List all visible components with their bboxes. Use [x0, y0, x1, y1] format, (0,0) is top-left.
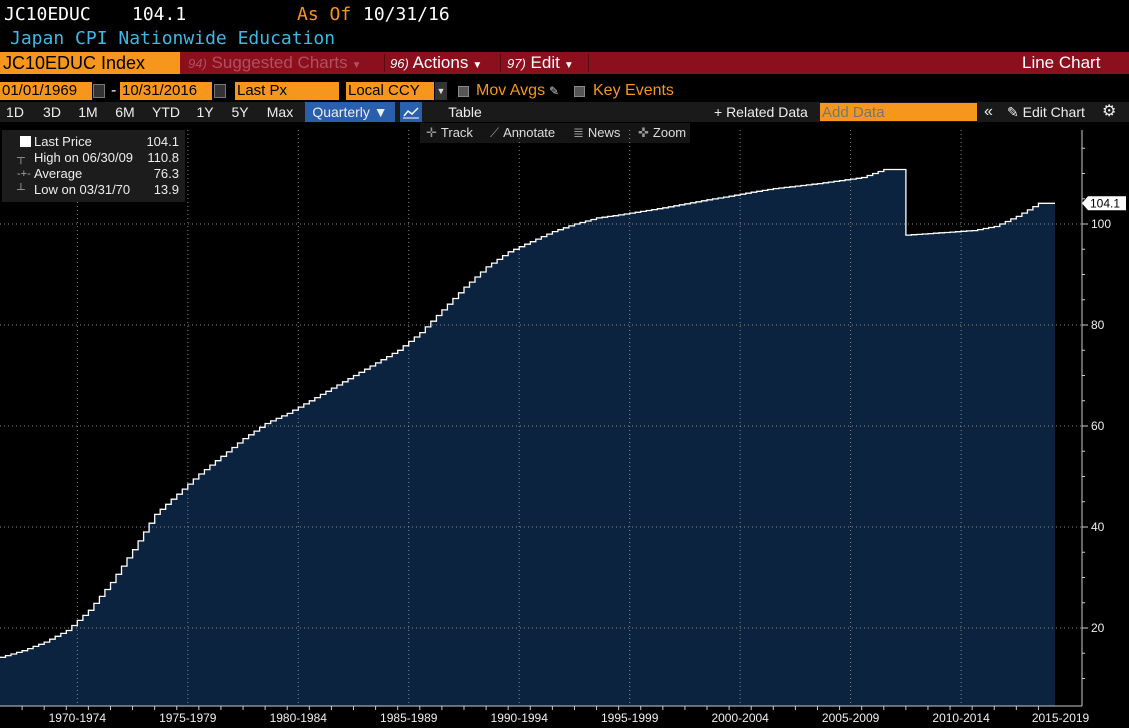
date-dash: -	[111, 82, 117, 99]
x-tick-label: 1985-1989	[380, 711, 438, 725]
area-fill	[0, 169, 1055, 706]
line-chart-icon[interactable]	[400, 102, 422, 122]
as-of-date: 10/31/16	[363, 4, 450, 25]
period-3d[interactable]: 3D	[43, 104, 61, 120]
y-tick-label: 20	[1091, 621, 1105, 635]
line-chart-view-button[interactable]: Line Chart	[1022, 53, 1101, 72]
period-ytd[interactable]: YTD	[152, 104, 180, 120]
table-button[interactable]: Table	[448, 104, 482, 120]
gear-icon[interactable]: ⚙	[1102, 103, 1117, 120]
actions-button[interactable]: 96) Actions ▼	[390, 53, 483, 72]
chevron-down-icon: ▼	[351, 60, 362, 71]
period-5y[interactable]: 5Y	[231, 104, 249, 120]
x-tick-label: 2000-2004	[711, 711, 769, 725]
pencil-icon: ✎	[1007, 104, 1019, 120]
mov-avgs-label: Mov Avgs	[476, 82, 546, 99]
chevron-down-icon: ▼	[563, 60, 574, 71]
frequency-select[interactable]: Quarterly ▼	[305, 102, 395, 122]
menu-bar	[0, 52, 1129, 74]
y-tick-label: 60	[1091, 419, 1105, 433]
key-events-checkbox[interactable]	[574, 86, 585, 97]
chart-legend: Last Price 104.1 ┬ High on 06/30/09 110.…	[2, 130, 185, 202]
last-value-tag	[1082, 196, 1126, 211]
y-tick-label: 100	[1091, 217, 1111, 231]
x-tick-label: 1995-1999	[601, 711, 659, 725]
calendar-icon[interactable]	[93, 84, 105, 98]
annotate-tool[interactable]: ⟋ Annotate	[490, 125, 556, 140]
x-tick-label: 1975-1979	[159, 711, 217, 725]
crosshair-icon: ✛	[426, 125, 437, 140]
x-tick-label: 2015-2019	[1032, 711, 1090, 725]
chevron-down-icon: ▼	[472, 60, 483, 71]
end-date-field[interactable]: 10/31/2016	[120, 82, 212, 100]
suggested-charts-button[interactable]: 94) Suggested Charts ▼	[188, 53, 362, 72]
currency-select[interactable]: Local CCY	[346, 82, 434, 100]
security-description: Japan CPI Nationwide Education	[10, 28, 336, 49]
zoom-tool[interactable]: ✜ Zoom	[638, 125, 687, 140]
track-tool[interactable]: ✛ Track	[426, 125, 473, 140]
zoom-icon: ✜	[638, 125, 649, 140]
security-field[interactable]: JC10EDUC Index	[0, 52, 180, 74]
line-draw-icon: ⟋	[490, 125, 500, 140]
line-chart-icon-glyph	[403, 107, 419, 119]
x-tick-label: 1980-1984	[270, 711, 328, 725]
news-tool[interactable]: ≣ News	[573, 125, 621, 140]
mov-avgs-checkbox[interactable]	[458, 86, 469, 97]
security-header: JC10EDUC 104.1 As Of 10/31/16	[4, 4, 450, 28]
high-marker-icon: ┬	[17, 152, 25, 164]
edit-button[interactable]: 97) Edit ▼	[507, 53, 574, 72]
add-data-input[interactable]	[820, 103, 977, 121]
legend-average: -+- Average 76.3	[17, 166, 179, 181]
x-tick-label: 2010-2014	[932, 711, 990, 725]
y-tick-label: 40	[1091, 520, 1105, 534]
field-select[interactable]: Last Px	[235, 82, 339, 100]
separator	[384, 54, 385, 72]
key-events-label: Key Events	[593, 82, 674, 99]
period-max[interactable]: Max	[266, 104, 294, 120]
legend-last-price: Last Price 104.1	[2, 134, 185, 150]
legend-high: ┬ High on 06/30/09 110.8	[17, 150, 179, 165]
separator	[588, 54, 589, 72]
chevron-down-icon: ▼	[373, 104, 388, 120]
chevron-down-icon[interactable]: ▼	[435, 82, 447, 100]
x-tick-label: 2005-2009	[822, 711, 880, 725]
start-date-field[interactable]: 01/01/1969	[0, 82, 92, 100]
ticker: JC10EDUC	[4, 4, 91, 25]
related-data-button[interactable]: + Related Data	[714, 104, 808, 120]
news-icon: ≣	[573, 125, 584, 140]
last-value-label: 104.1	[1090, 196, 1120, 210]
pencil-icon[interactable]: ✎	[549, 84, 560, 98]
x-tick-label: 1970-1974	[49, 711, 107, 725]
edit-chart-button[interactable]: ✎ Edit Chart	[1007, 104, 1085, 120]
x-tick-label: 1990-1994	[491, 711, 549, 725]
collapse-icon[interactable]: «	[984, 103, 993, 120]
as-of-label: As Of	[297, 4, 352, 25]
period-6m[interactable]: 6M	[115, 104, 135, 120]
low-marker-icon: ┴	[17, 184, 25, 196]
period-1d[interactable]: 1D	[6, 104, 24, 120]
last-value: 104.1	[132, 4, 187, 25]
series-swatch	[20, 136, 31, 147]
y-tick-label: 80	[1091, 318, 1105, 332]
period-1y[interactable]: 1Y	[196, 104, 214, 120]
average-marker-icon: -+-	[17, 168, 31, 180]
period-1m[interactable]: 1M	[78, 104, 98, 120]
series-line	[0, 168, 1055, 658]
legend-low: ┴ Low on 03/31/70 13.9	[17, 182, 179, 197]
calendar-icon[interactable]	[214, 84, 226, 98]
separator	[500, 54, 501, 72]
chart-tools-bar	[420, 123, 690, 143]
